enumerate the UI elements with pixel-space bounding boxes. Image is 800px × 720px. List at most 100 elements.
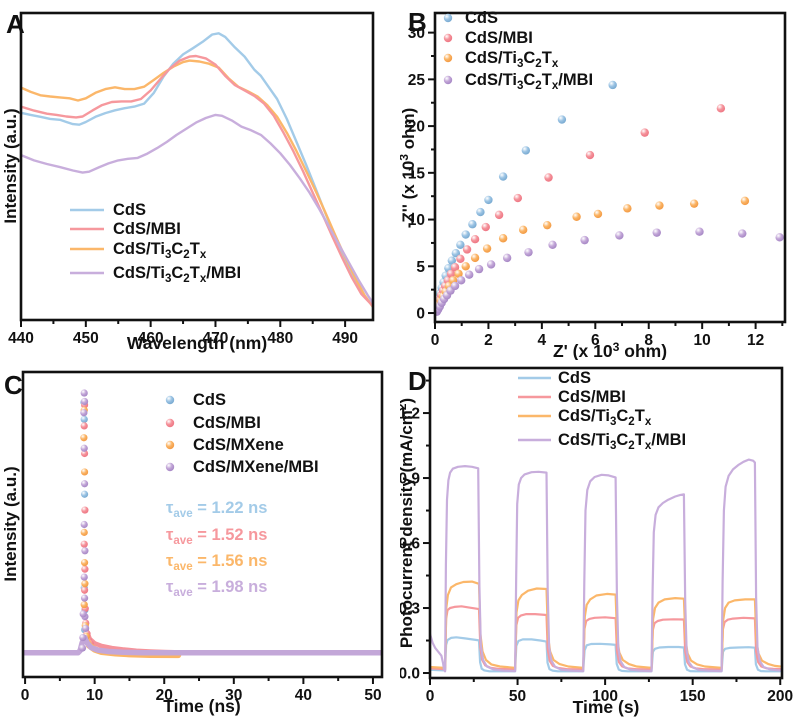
- legend-label: CdS/Ti3C2Tx/MBI: [558, 431, 686, 452]
- y-axis-title: Photocurrent density (mA/cm2): [400, 398, 416, 648]
- series-cds-mxene-mbi: [22, 389, 383, 656]
- x-tick-label: 20: [156, 687, 173, 704]
- panel-b-eis-nyquist: 0 2 4 6 8 10 12 0 5 10 15 20 25 30 Z' (x 103 ohm) -Z'' …: [400, 7, 787, 360]
- x-tick-label: 8: [644, 332, 653, 349]
- y-tick-label: 0.6: [400, 536, 420, 553]
- legend-label: CdS/MBI: [465, 29, 533, 47]
- legend-dot-sample: [165, 440, 175, 450]
- series-area: [22, 389, 383, 659]
- legend-label: CdS/MXene: [193, 436, 284, 454]
- panel-letter: B: [408, 7, 427, 37]
- plot-frame: [21, 370, 384, 679]
- tau-annotation: τave = 1.98 ns: [166, 578, 267, 599]
- legend-label: CdS/Ti3C2Tx: [558, 407, 652, 428]
- x-tick-label: 40: [295, 687, 312, 704]
- y-tick-label: 25: [408, 72, 426, 89]
- x-tick-label: 10: [694, 332, 711, 349]
- legend-dot-sample: [165, 462, 175, 472]
- x-tick-label: 480: [267, 330, 293, 347]
- plot-frame: [433, 11, 787, 324]
- y-tick-label: 10: [408, 212, 425, 229]
- series-cds-ti3c2tx: [20, 59, 374, 309]
- y-tick-label: 20: [408, 119, 425, 136]
- legend-dot-sample: [165, 418, 175, 428]
- y-axis-title: Intensity (a.u.): [1, 466, 20, 581]
- x-tick-label: 200: [767, 688, 793, 705]
- legend-dot-sample: [443, 33, 453, 43]
- series-cds-mbi: [434, 104, 726, 315]
- legend-label: CdS/Ti3C2Tx/MBI: [113, 264, 241, 285]
- legend-label: CdS: [193, 391, 226, 409]
- series-cds-ti3c2tx-mbi: [434, 227, 784, 316]
- x-tick-label: 2: [484, 332, 493, 349]
- y-tick-label: 5: [416, 259, 425, 276]
- x-tick-label: 100: [592, 688, 618, 705]
- tau-annotation: τave = 1.56 ns: [166, 552, 267, 573]
- x-tick-label: 0: [431, 332, 440, 349]
- x-tick-label: 50: [364, 687, 381, 704]
- series-area: [434, 80, 784, 316]
- x-tick-label: 0: [426, 688, 435, 705]
- x-tick-label: 490: [332, 330, 358, 347]
- y-tick-label: 30: [408, 25, 425, 42]
- x-tick-label: 450: [73, 330, 99, 347]
- legend-label: CdS/Ti3C2Tx: [465, 49, 559, 70]
- series-cds: [429, 636, 782, 673]
- x-tick-label: 30: [225, 687, 242, 704]
- x-tick-label: 460: [138, 330, 164, 347]
- series-cds: [20, 32, 374, 307]
- y-tick-label: 0.3: [400, 601, 420, 618]
- y-axis-title: -Z'' (x 103 ohm): [400, 108, 418, 229]
- panel-letter: A: [6, 9, 25, 39]
- tau-annotation: τave = 1.22 ns: [166, 499, 267, 520]
- x-tick-label: 50: [509, 688, 526, 705]
- x-axis-title: Z' (x 103 ohm): [553, 340, 667, 360]
- legend: CdS CdS/MBI CdS/MXene CdS/MXene/MBI: [165, 391, 319, 476]
- tau-annotation: τave = 1.52 ns: [166, 526, 267, 547]
- legend-dot-sample: [443, 13, 453, 23]
- x-axis-title: Time (ns): [163, 696, 240, 716]
- y-tick-label: 15: [408, 165, 426, 182]
- panel-c-trpl-decay: 0 10 20 30 40 50 Time (ns) Intensity (a.u.) C CdS…: [1, 370, 384, 716]
- x-tick-label: 470: [203, 330, 229, 347]
- y-tick-label: 1.2: [400, 406, 420, 423]
- panel-d-photocurrent: 0 50 100 150 200 0.0 0.3 0.6 0.9 1.2 Time (s) Photo…: [400, 366, 793, 717]
- y-tick-label: 0.0: [400, 666, 420, 683]
- legend-label: CdS/MBI: [113, 220, 181, 238]
- y-axis-title: Intensity (a.u.): [1, 108, 20, 223]
- x-axis-title: Time (s): [573, 697, 640, 717]
- plot-frame: [428, 366, 784, 680]
- legend-label: CdS/Ti3C2Tx: [113, 240, 207, 261]
- x-tick-label: 440: [8, 330, 34, 347]
- panel-a-pl-spectra: 440 450 460 470 480 490 Wavelength (nm) Intensi…: [1, 9, 375, 353]
- legend-dot-sample: [443, 75, 453, 85]
- x-tick-label: 4: [538, 332, 547, 349]
- series-area: [20, 32, 374, 309]
- series-cds-mxene: [80, 406, 182, 659]
- legend-label: CdS: [558, 369, 591, 387]
- plot-frame: [19, 11, 375, 322]
- x-tick-label: 0: [21, 687, 30, 704]
- legend-label: CdS: [113, 201, 146, 219]
- panel-letter: D: [408, 366, 427, 396]
- series-area: [429, 458, 782, 673]
- x-tick-label: 6: [591, 332, 600, 349]
- legend-dot-sample: [443, 53, 453, 63]
- legend-label: CdS: [465, 9, 498, 27]
- legend-label: CdS/Ti3C2Tx/MBI: [465, 71, 593, 92]
- y-tick-label: 0.9: [400, 471, 420, 488]
- legend-label: CdS/MBI: [193, 414, 261, 432]
- x-tick-label: 12: [747, 332, 764, 349]
- y-tick-label: 0: [416, 306, 425, 323]
- panel-letter: C: [4, 370, 23, 400]
- series-cds-mbi: [20, 54, 374, 308]
- series-cds-ti3c2tx-mbi: [20, 113, 374, 305]
- legend-label: CdS/MBI: [558, 388, 626, 406]
- x-axis-title: Wavelength (nm): [127, 333, 267, 353]
- legend-dot-sample: [165, 395, 175, 405]
- legend-label: CdS/MXene/MBI: [193, 458, 319, 476]
